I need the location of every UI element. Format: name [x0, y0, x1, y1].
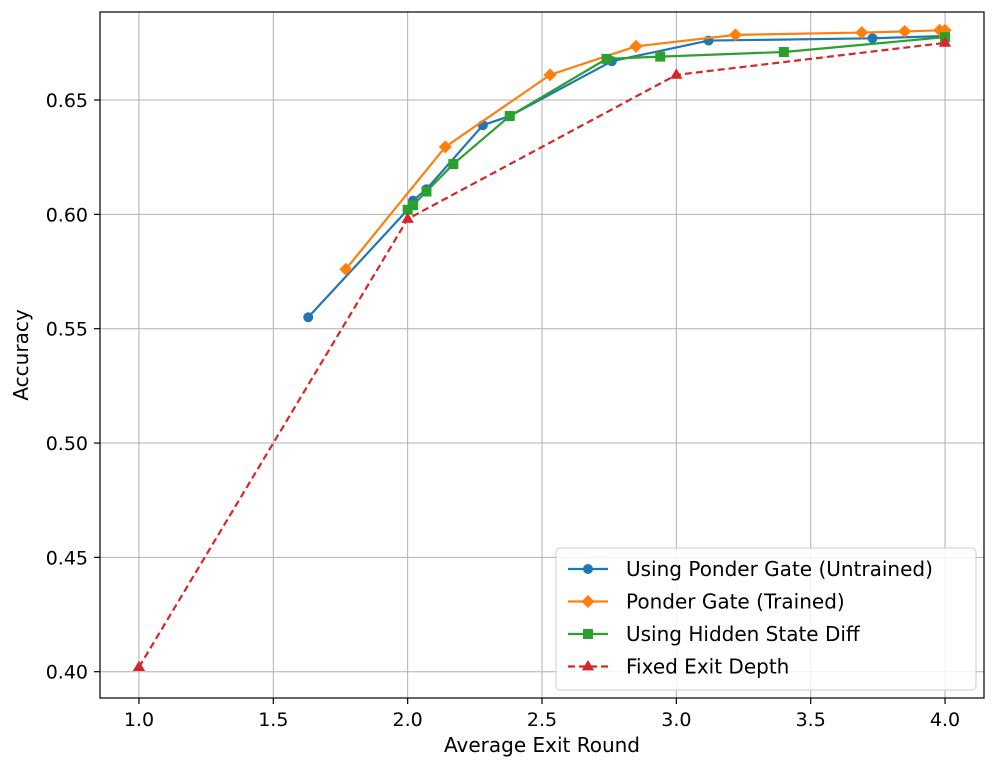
data-point — [339, 262, 353, 276]
y-tick-label: 0.60 — [46, 204, 88, 226]
x-tick-label: 3.5 — [796, 709, 826, 731]
data-point — [401, 212, 414, 223]
legend-box — [555, 547, 977, 691]
x-axis-label: Average Exit Round — [444, 733, 640, 757]
series-2 — [339, 23, 952, 276]
data-point — [438, 140, 452, 154]
legend-entry-label: Ponder Gate (Trained) — [626, 590, 845, 614]
data-point — [402, 204, 413, 215]
legend-entry-label: Using Ponder Gate (Untrained) — [626, 557, 933, 581]
legend-marker — [581, 595, 595, 608]
x-tick-label: 4.0 — [930, 709, 960, 731]
x-tick-label: 3.0 — [661, 709, 691, 731]
legend: Using Ponder Gate (Untrained) Ponder Gate… — [555, 547, 977, 691]
legend-marker — [583, 629, 593, 639]
x-tick-label: 2.5 — [527, 709, 557, 731]
data-point — [543, 68, 557, 82]
legend-entry-label: Fixed Exit Depth — [626, 655, 789, 679]
x-tick-label: 1.5 — [258, 709, 288, 731]
data-point — [303, 312, 314, 323]
x-tick-label: 1.0 — [124, 709, 154, 731]
legend-marker — [581, 660, 595, 671]
y-tick-label: 0.40 — [46, 662, 88, 684]
y-tick-label: 0.65 — [46, 90, 88, 112]
data-point — [504, 111, 515, 122]
y-tick-label: 0.50 — [46, 433, 88, 455]
data-point — [778, 47, 789, 58]
series-4 — [132, 36, 952, 672]
x-tick-label: 2.0 — [393, 709, 423, 731]
data-point — [938, 36, 952, 47]
data-point — [408, 200, 419, 211]
data-point — [655, 51, 666, 62]
y-axis-label: Accuracy — [9, 309, 33, 400]
legend-marker — [583, 564, 593, 574]
data-point — [855, 26, 869, 40]
y-tick-label: 0.55 — [46, 319, 88, 341]
grid — [100, 12, 984, 698]
data-point — [938, 23, 952, 37]
data-point — [670, 68, 683, 79]
data-point — [601, 53, 612, 64]
series-line — [138, 41, 946, 668]
data-point — [448, 159, 459, 170]
data-point — [898, 24, 912, 38]
data-point — [867, 33, 878, 44]
data-point — [132, 660, 146, 672]
ticks: 1.0 1.5 2.0 2.5 3.0 3.5 4.0 0.40 0.45 0.50 0.55 0.6… — [46, 90, 960, 731]
data-point — [421, 186, 432, 197]
legend-entry-label: Using Hidden State Diff — [626, 622, 861, 646]
y-tick-label: 0.45 — [46, 547, 88, 569]
data-point — [629, 39, 643, 53]
series-layer — [132, 23, 952, 672]
data-point — [728, 28, 742, 42]
